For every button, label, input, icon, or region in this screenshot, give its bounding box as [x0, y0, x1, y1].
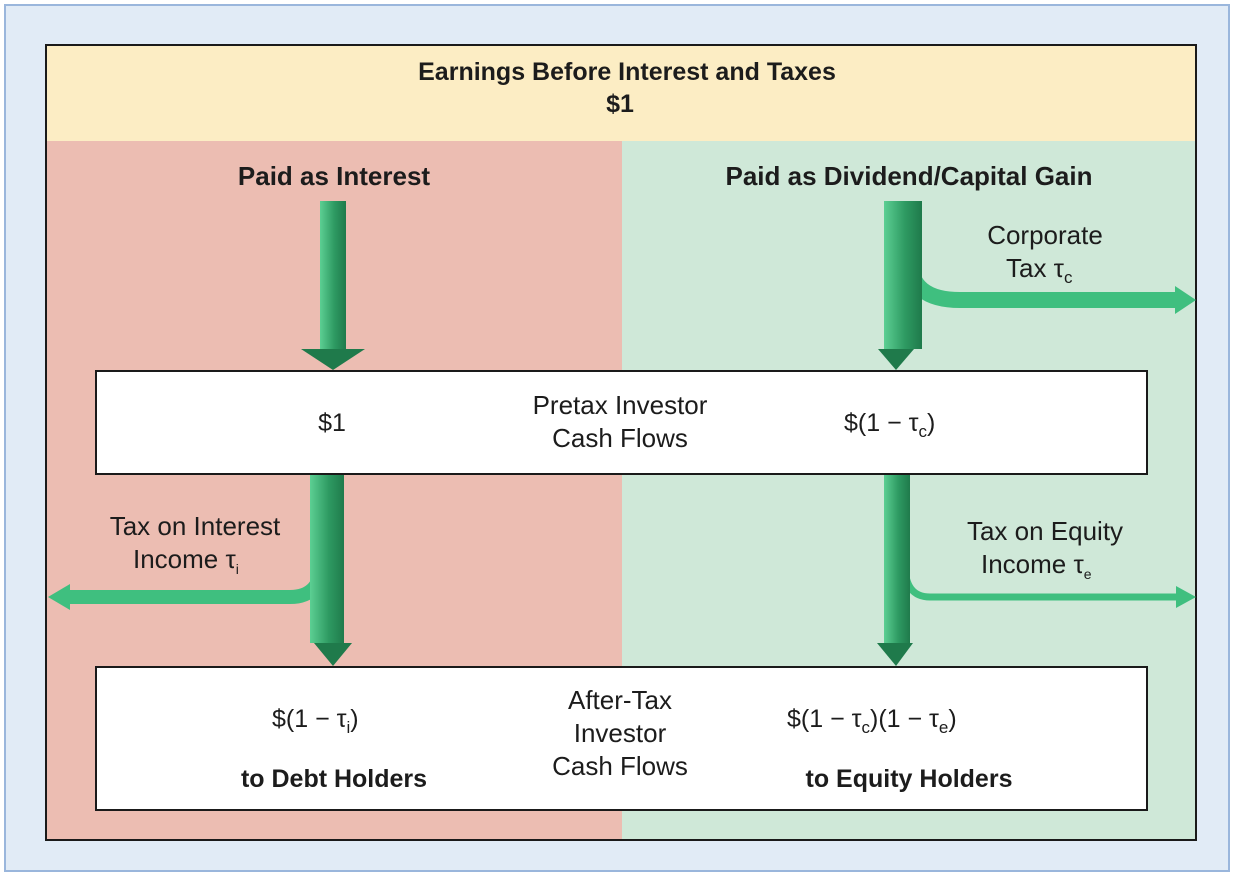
- pretax-box: [95, 370, 1148, 475]
- corporate-tax-line2: Tax τc: [1006, 253, 1073, 288]
- aftertax-label-line2: Investor: [573, 718, 667, 748]
- ebit-amount: $1: [606, 90, 634, 118]
- aftertax-debt-value: $(1 − τi): [272, 705, 359, 737]
- aftertax-box: [95, 666, 1148, 811]
- pretax-equity-value: $(1 − τc): [844, 409, 936, 441]
- interest-tax-line2: Income τi: [133, 544, 239, 578]
- interest-heading: Paid as Interest: [237, 161, 431, 191]
- aftertax-label-line3: Cash Flows: [552, 751, 688, 781]
- ebit-band: [47, 46, 1195, 141]
- equity-tax-line2: Income τe: [981, 549, 1092, 583]
- corporate-tax-line1: Corporate: [987, 220, 1103, 250]
- equity-tax-line1: Tax on Equity: [966, 516, 1124, 546]
- debt-holders-label: to Debt Holders: [240, 765, 428, 793]
- aftertax-equity-value: $(1 − τc)(1 − τe): [787, 705, 957, 737]
- dividend-heading: Paid as Dividend/Capital Gain: [725, 161, 1093, 191]
- interest-tax-line1: Tax on Interest: [109, 511, 281, 541]
- ebit-title: Earnings Before Interest and Taxes: [418, 58, 836, 86]
- equity-holders-label: to Equity Holders: [805, 765, 1013, 793]
- pretax-label-line2: Cash Flows: [552, 423, 688, 453]
- pretax-debt-value: $1: [318, 409, 346, 437]
- aftertax-label-line1: After-Tax: [567, 685, 673, 715]
- pretax-label-line1: Pretax Investor: [532, 390, 708, 420]
